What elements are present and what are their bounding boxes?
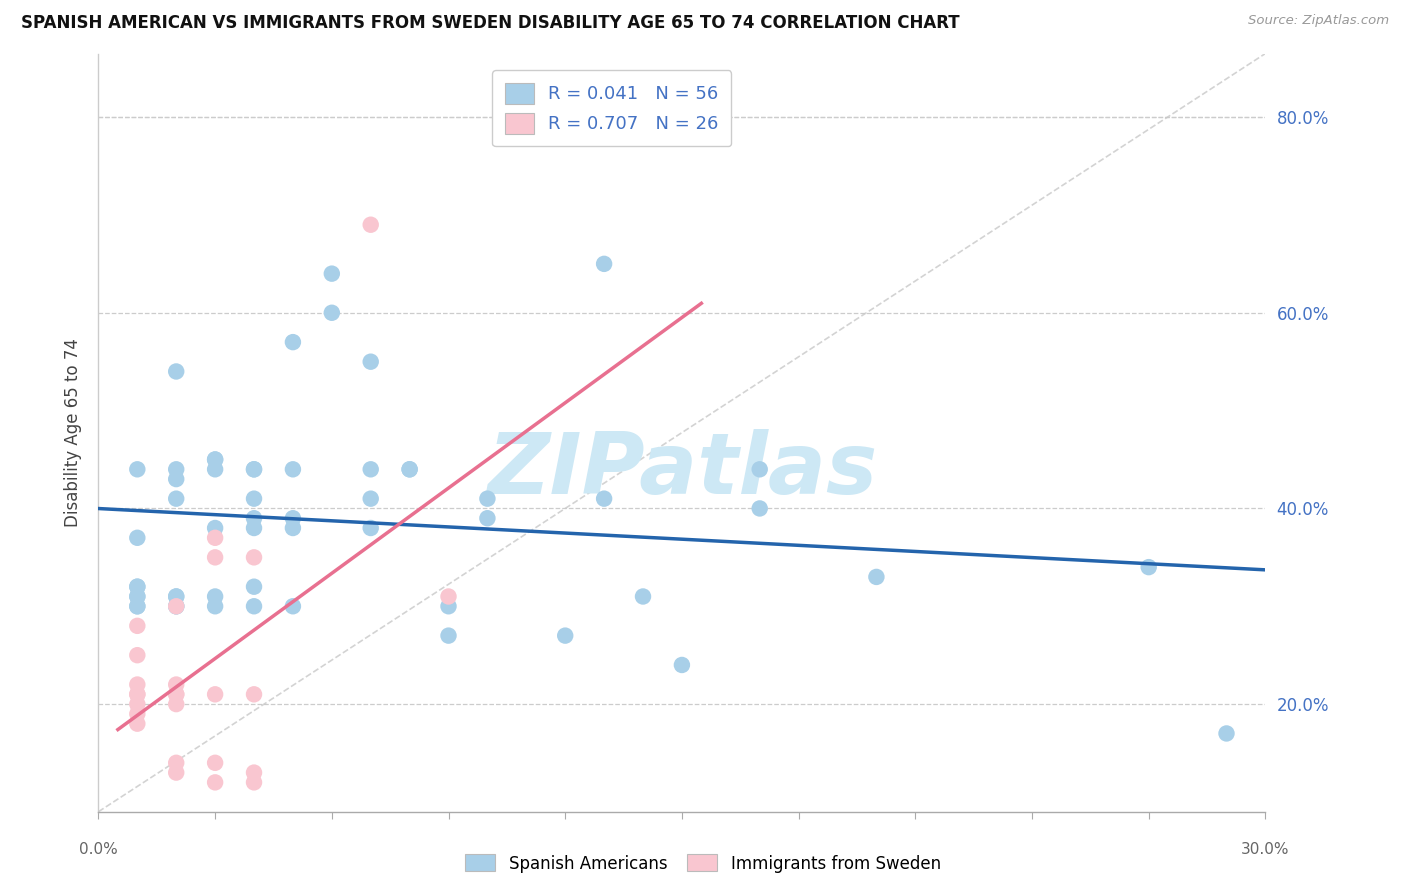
Point <box>127 716 149 731</box>
Point <box>281 462 304 476</box>
Point <box>671 657 693 672</box>
Point <box>243 599 266 614</box>
Point <box>165 765 187 780</box>
Point <box>127 599 149 614</box>
Point <box>204 452 226 467</box>
Point <box>281 511 304 525</box>
Point <box>165 687 187 701</box>
Point <box>204 590 226 604</box>
Point <box>243 462 266 476</box>
Point <box>477 491 499 506</box>
Point <box>243 491 266 506</box>
Point <box>165 756 187 770</box>
Point <box>127 599 149 614</box>
Point <box>748 501 770 516</box>
Point <box>204 531 226 545</box>
Point <box>165 491 187 506</box>
Y-axis label: Disability Age 65 to 74: Disability Age 65 to 74 <box>63 338 82 527</box>
Point <box>127 648 149 663</box>
Point <box>243 580 266 594</box>
Point <box>165 462 187 476</box>
Point <box>437 599 460 614</box>
Point <box>360 218 382 232</box>
Point <box>165 590 187 604</box>
Point <box>165 687 187 701</box>
Point <box>165 677 187 691</box>
Point <box>127 619 149 633</box>
Point <box>554 629 576 643</box>
Legend: R = 0.041   N = 56, R = 0.707   N = 26: R = 0.041 N = 56, R = 0.707 N = 26 <box>492 70 731 146</box>
Point <box>360 462 382 476</box>
Point <box>127 687 149 701</box>
Point <box>865 570 887 584</box>
Point <box>127 462 149 476</box>
Point <box>321 306 343 320</box>
Point <box>360 354 382 368</box>
Point <box>281 599 304 614</box>
Point <box>360 521 382 535</box>
Point <box>748 462 770 476</box>
Point <box>204 756 226 770</box>
Point <box>1137 560 1160 574</box>
Point <box>127 531 149 545</box>
Point <box>437 629 460 643</box>
Point <box>398 462 420 476</box>
Point <box>204 462 226 476</box>
Point <box>127 580 149 594</box>
Point <box>165 364 187 378</box>
Point <box>243 511 266 525</box>
Point <box>243 765 266 780</box>
Point <box>631 590 654 604</box>
Point <box>204 452 226 467</box>
Point <box>204 599 226 614</box>
Point <box>243 550 266 565</box>
Text: 30.0%: 30.0% <box>1241 842 1289 857</box>
Point <box>281 521 304 535</box>
Point <box>593 257 616 271</box>
Point <box>127 697 149 711</box>
Point <box>243 687 266 701</box>
Point <box>204 550 226 565</box>
Point <box>165 472 187 486</box>
Point <box>593 491 616 506</box>
Point <box>243 521 266 535</box>
Point <box>127 677 149 691</box>
Point <box>165 599 187 614</box>
Point <box>360 491 382 506</box>
Point <box>398 462 420 476</box>
Point <box>127 580 149 594</box>
Point <box>243 775 266 789</box>
Point <box>437 590 460 604</box>
Point <box>204 521 226 535</box>
Point <box>321 267 343 281</box>
Point <box>281 335 304 350</box>
Point <box>165 697 187 711</box>
Text: ZIPatlas: ZIPatlas <box>486 429 877 512</box>
Point <box>1215 726 1237 740</box>
Text: Source: ZipAtlas.com: Source: ZipAtlas.com <box>1249 14 1389 28</box>
Point <box>127 590 149 604</box>
Point <box>127 590 149 604</box>
Text: 0.0%: 0.0% <box>79 842 118 857</box>
Point <box>477 511 499 525</box>
Point <box>127 706 149 721</box>
Point <box>165 599 187 614</box>
Point <box>243 462 266 476</box>
Point <box>204 775 226 789</box>
Point <box>127 687 149 701</box>
Text: SPANISH AMERICAN VS IMMIGRANTS FROM SWEDEN DISABILITY AGE 65 TO 74 CORRELATION C: SPANISH AMERICAN VS IMMIGRANTS FROM SWED… <box>21 14 960 32</box>
Point <box>204 687 226 701</box>
Point <box>165 590 187 604</box>
Point <box>165 599 187 614</box>
Legend: Spanish Americans, Immigrants from Sweden: Spanish Americans, Immigrants from Swede… <box>458 847 948 880</box>
